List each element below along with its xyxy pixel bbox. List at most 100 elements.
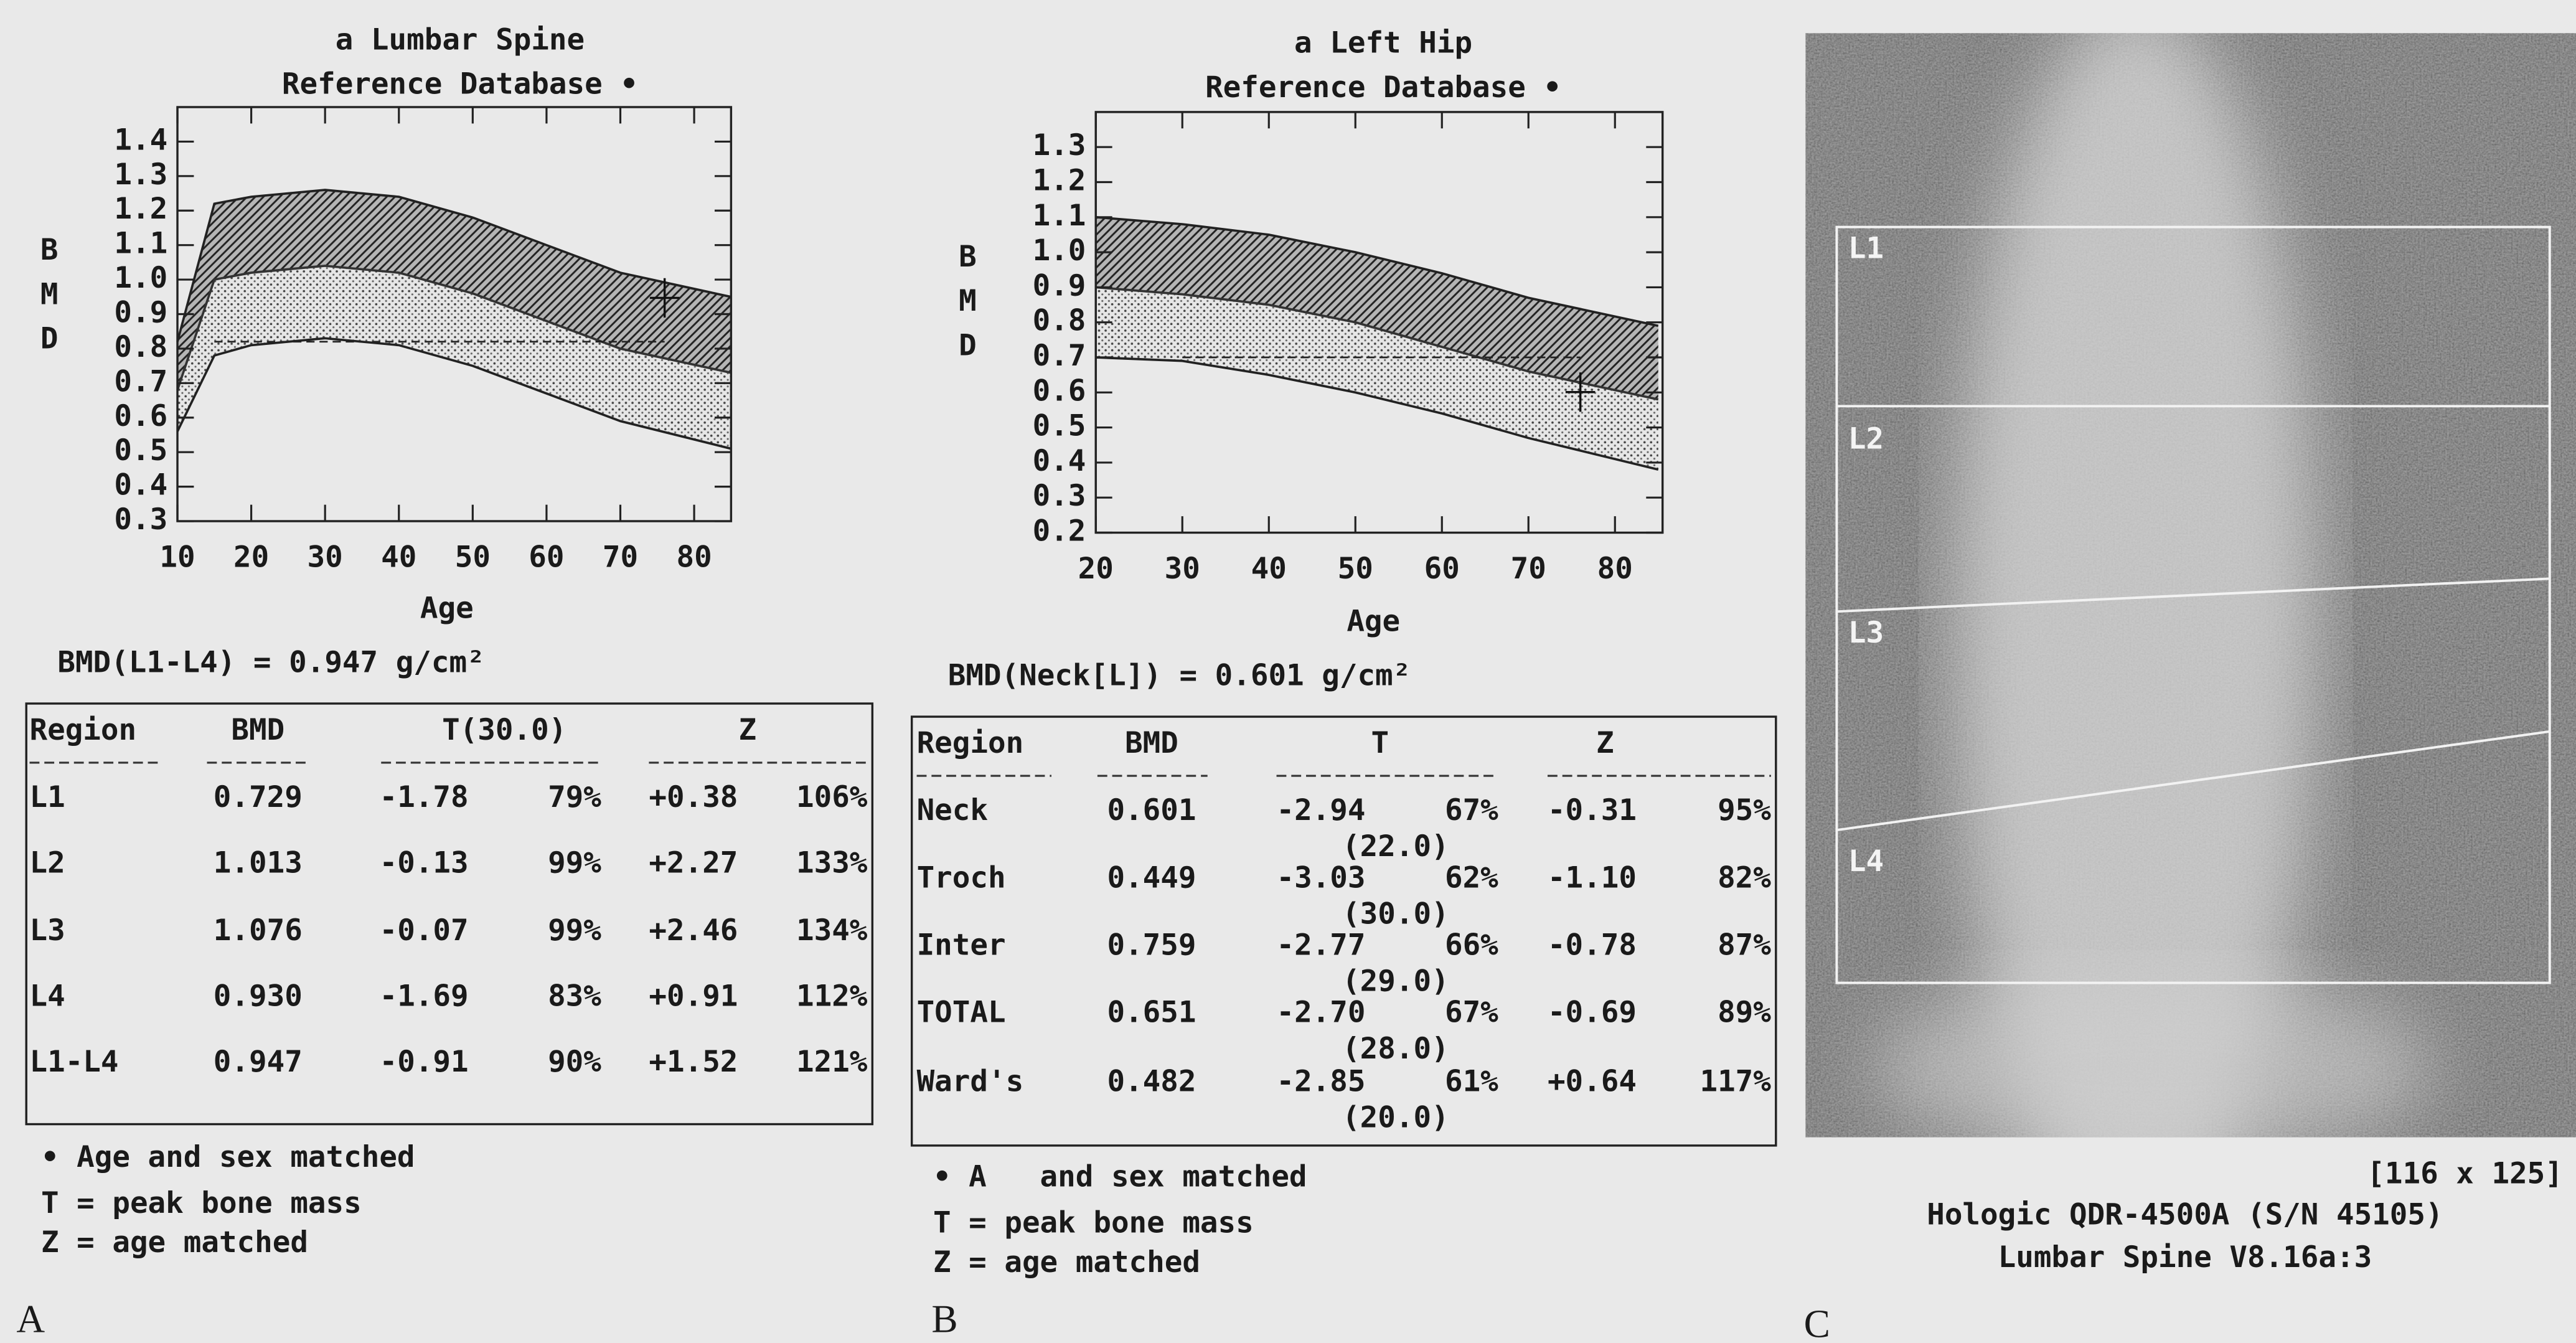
y-tick-label: 0.6 [1033, 374, 1086, 408]
table-cell: TOTAL [917, 996, 1006, 1030]
y-tick-label: 0.5 [1033, 409, 1086, 443]
table-cell: 121% [796, 1045, 868, 1079]
table-cell: 117% [1699, 1065, 1771, 1099]
table-cell: 99% [548, 913, 601, 948]
table-cell: 0.729 [214, 780, 303, 814]
figure: a Lumbar Spine Reference Database • Age … [0, 0, 2576, 1343]
y-tick-label: 0.7 [1033, 339, 1086, 373]
chart-title: a Left Hip [1294, 26, 1472, 60]
note: Z = age matched [41, 1225, 308, 1260]
x-tick-label: 20 [233, 540, 269, 575]
table-cell: -0.07 [380, 913, 469, 948]
table-cell: -0.13 [380, 846, 469, 880]
table-cell: 0.601 [1107, 793, 1196, 827]
note: • A and sex matched [933, 1160, 1307, 1194]
table-cell: L1-L4 [30, 1045, 119, 1079]
x-tick-label: 70 [603, 540, 638, 575]
x-axis-label: Age [1347, 605, 1400, 639]
x-tick-label: 80 [676, 540, 712, 575]
table-cell: 89% [1718, 996, 1771, 1030]
vertebra-label: L2 [1848, 422, 1884, 456]
table-cell: (29.0) [1342, 964, 1449, 999]
y-tick-label: 0.9 [1033, 268, 1086, 303]
x-tick-label: 30 [1165, 552, 1200, 586]
y-tick-label: 0.3 [114, 502, 167, 537]
x-tick-label: 70 [1511, 552, 1546, 586]
vertebra-label: L4 [1848, 844, 1884, 879]
table-cell: Inter [917, 928, 1006, 963]
table-cell: 0.947 [214, 1045, 303, 1079]
y-tick-label: 0.4 [1033, 444, 1086, 478]
vertebra-label: L3 [1848, 616, 1884, 650]
y-tick-label: 1.3 [1033, 128, 1086, 163]
table-cell: -1.69 [380, 979, 469, 1013]
x-tick-label: 60 [1424, 552, 1460, 586]
panel-letter: C [1804, 1302, 1830, 1343]
y-axis-label: D [40, 322, 59, 356]
table-cell: L2 [30, 846, 65, 880]
dxa-scan [1805, 0, 2576, 1249]
table-cell: 0.449 [1107, 860, 1196, 895]
x-tick-label: 40 [381, 540, 416, 575]
table-cell: -0.69 [1548, 996, 1637, 1030]
table-cell: -2.70 [1277, 996, 1366, 1030]
column-header: T [1371, 726, 1389, 760]
table-cell: 82% [1718, 860, 1771, 895]
y-tick-label: 0.8 [114, 330, 167, 364]
y-tick-label: 1.0 [1033, 233, 1086, 268]
bmd-result: BMD(Neck[L]) = 0.601 g/cm² [948, 659, 1411, 693]
table-cell: 133% [796, 846, 868, 880]
table-cell: 83% [548, 979, 601, 1013]
y-tick-label: 1.1 [114, 227, 167, 261]
x-tick-label: 50 [1338, 552, 1373, 586]
column-header: Z [738, 713, 756, 747]
table-cell: -0.91 [380, 1045, 469, 1079]
table-cell: -1.78 [380, 780, 469, 814]
y-axis-label: M [40, 277, 59, 311]
column-header: BMD [1125, 726, 1178, 760]
table-cell: L4 [30, 979, 65, 1013]
table-cell: Troch [917, 860, 1006, 895]
x-tick-label: 30 [308, 540, 343, 575]
x-tick-label: 80 [1597, 552, 1633, 586]
table-cell: 0.759 [1107, 928, 1196, 963]
version: Lumbar Spine V8.16a:3 [1998, 1240, 2372, 1275]
x-axis-label: Age [420, 591, 474, 626]
table-cell: 66% [1445, 928, 1498, 963]
y-tick-label: 1.1 [1033, 199, 1086, 233]
note: T = peak bone mass [933, 1206, 1254, 1240]
column-header: Region [917, 726, 1024, 760]
y-tick-label: 0.8 [1033, 304, 1086, 338]
table-cell: 67% [1445, 793, 1498, 827]
table-cell: 112% [796, 979, 868, 1013]
y-tick-label: 0.6 [114, 399, 167, 433]
y-axis-label: B [959, 240, 977, 274]
table-cell: +0.64 [1548, 1065, 1637, 1099]
table-cell: -0.31 [1548, 793, 1637, 827]
table-cell: -0.78 [1548, 928, 1637, 963]
table-cell: 61% [1445, 1065, 1498, 1099]
y-axis-label: M [959, 284, 977, 318]
table-cell: -2.77 [1277, 928, 1366, 963]
table-cell: 67% [1445, 996, 1498, 1030]
table-cell: 0.651 [1107, 996, 1196, 1030]
table-cell: -3.03 [1277, 860, 1366, 895]
x-tick-label: 50 [455, 540, 491, 575]
table-cell: (22.0) [1342, 829, 1449, 864]
x-tick-label: 10 [159, 540, 195, 575]
chart-title: a Lumbar Spine [336, 22, 585, 57]
table-cell: 1.076 [214, 913, 303, 948]
table-cell: 134% [796, 913, 868, 948]
y-tick-label: 1.2 [1033, 164, 1086, 198]
bmd-result: BMD(L1-L4) = 0.947 g/cm² [57, 646, 484, 680]
table-cell: 87% [1718, 928, 1771, 963]
table-cell: Neck [917, 793, 988, 827]
x-tick-label: 60 [529, 540, 564, 575]
table-cell: +2.27 [649, 846, 738, 880]
table-cell: -1.10 [1548, 860, 1637, 895]
y-tick-label: 1.0 [114, 261, 167, 295]
y-tick-label: 1.2 [114, 192, 167, 226]
table-cell: (28.0) [1342, 1032, 1449, 1066]
table-cell: (30.0) [1342, 897, 1449, 931]
x-tick-label: 20 [1078, 552, 1114, 586]
